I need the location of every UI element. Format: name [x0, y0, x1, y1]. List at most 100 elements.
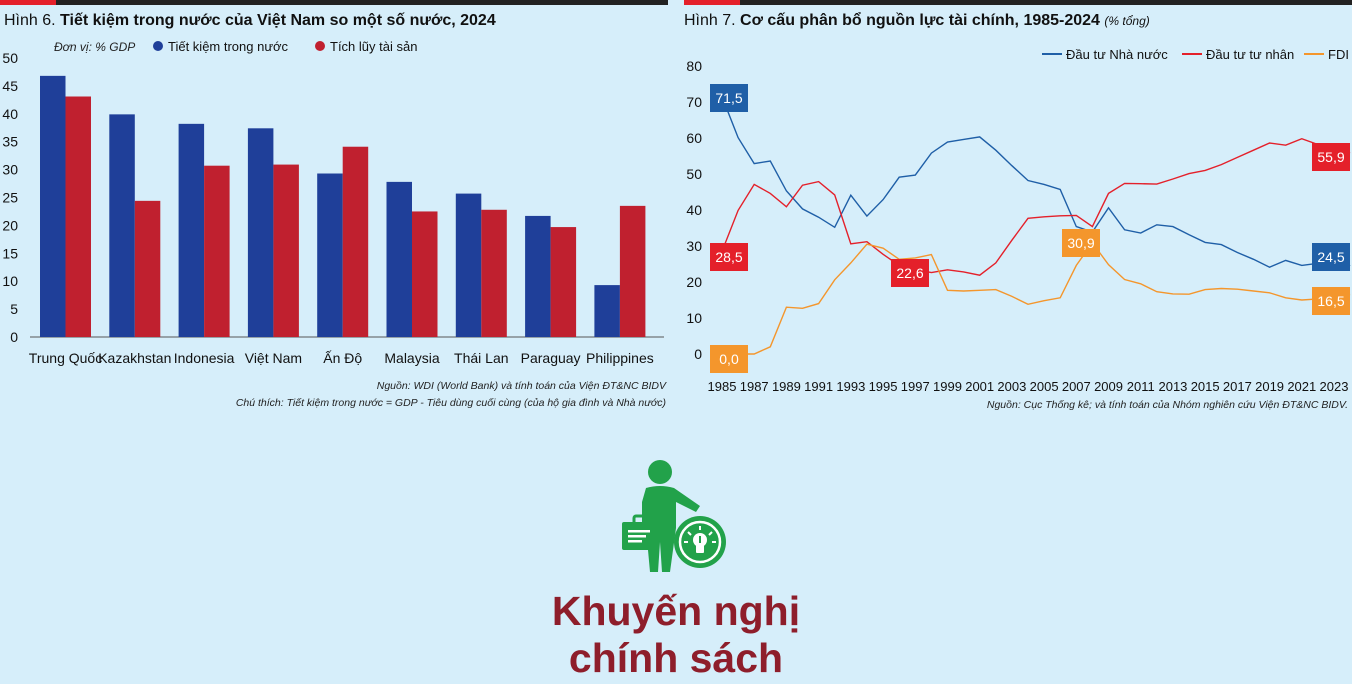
bar	[481, 209, 507, 337]
legend-label: Đầu tư tư nhân	[1206, 47, 1294, 62]
y-tick-label: 80	[686, 58, 702, 74]
chart7-title: Hình 7. Cơ cấu phân bổ nguồn lực tài chí…	[684, 12, 1150, 30]
y-tick-label: 30	[686, 238, 702, 254]
y-tick-label: 10	[2, 273, 18, 289]
value-label: 55,9	[1317, 149, 1344, 165]
heading-line-2: chính sách	[568, 635, 784, 681]
y-tick-label: 0	[10, 329, 18, 345]
x-tick-label: 2009	[1094, 379, 1123, 394]
x-tick-label: 2023	[1320, 379, 1349, 394]
unit-label: Đơn vị: % GDP	[54, 40, 135, 54]
legend-marker	[153, 41, 163, 51]
chart6-source: Nguồn: WDI (World Bank) và tính toán của…	[376, 380, 666, 392]
series-line	[721, 137, 1351, 276]
y-tick-label: 40	[686, 202, 702, 218]
y-tick-label: 20	[686, 274, 702, 290]
value-label: 30,9	[1067, 235, 1094, 251]
bar	[178, 123, 205, 338]
x-tick-label: 1999	[933, 379, 962, 394]
value-label: 0,0	[719, 351, 739, 367]
series-line	[721, 96, 1351, 268]
y-tick-label: 35	[2, 134, 18, 150]
y-tick-label: 0	[694, 346, 702, 362]
chart6-title: Hình 6. Tiết kiệm trong nước của Việt Na…	[4, 12, 496, 30]
series-line	[722, 241, 1351, 355]
businessman-idea-icon	[622, 460, 726, 572]
chart6-title-prefix: Hình 6.	[4, 12, 61, 29]
x-tick-label: Thái Lan	[454, 350, 508, 366]
top-bar-right	[684, 0, 1352, 5]
x-tick-label: 2017	[1223, 379, 1252, 394]
chart6-title-text: Tiết kiệm trong nước của Việt Nam so một…	[60, 12, 496, 29]
value-label-box	[891, 259, 929, 287]
value-label: 28,5	[715, 249, 742, 265]
x-tick-label: 2021	[1287, 379, 1316, 394]
x-tick-label: 1995	[869, 379, 898, 394]
bar	[412, 211, 438, 337]
y-tick-label: 5	[10, 301, 18, 317]
bar	[40, 75, 66, 337]
y-tick-label: 30	[2, 162, 18, 178]
x-tick-label: 2019	[1255, 379, 1284, 394]
bar	[525, 215, 551, 337]
bar	[317, 173, 343, 337]
x-tick-label: Kazakhstan	[98, 350, 171, 366]
x-tick-label: Malaysia	[384, 350, 439, 366]
chart7-title-text: Cơ cấu phân bổ nguồn lực tài chính, 1985…	[740, 12, 1100, 29]
value-label: 22,6	[896, 265, 923, 281]
x-tick-label: Việt Nam	[245, 350, 302, 366]
value-label-box	[1312, 243, 1350, 271]
bar	[109, 114, 135, 337]
chart7-line-chart: 0 10 20 30 40 50 60 70 80 1985 1987 1989 1991 1993 199…	[686, 47, 1351, 394]
y-tick-label: 50	[686, 166, 702, 182]
value-label-box	[1312, 143, 1350, 171]
bar	[204, 165, 230, 337]
x-tick-label: 1987	[740, 379, 769, 394]
bar	[386, 181, 412, 337]
legend-label: Đầu tư Nhà nước	[1066, 47, 1168, 62]
legend-marker	[315, 41, 325, 51]
y-tick-label: 25	[2, 190, 18, 206]
x-tick-label: 2003	[997, 379, 1026, 394]
chart6-bar-chart: 0 5 10 15 20 25 30 35 40 45 50 Trung QuốcKazakhstan…	[2, 39, 664, 366]
bar	[65, 96, 91, 337]
x-tick-label: 1997	[901, 379, 930, 394]
x-tick-label: 1993	[836, 379, 865, 394]
y-tick-label: 70	[686, 94, 702, 110]
x-tick-label: Indonesia	[174, 350, 235, 366]
x-tick-label: 1991	[804, 379, 833, 394]
bar	[134, 200, 161, 337]
y-tick-label: 45	[2, 78, 18, 94]
legend-label: FDI	[1328, 47, 1349, 62]
legend-label: Tiết kiệm trong nước	[168, 39, 289, 54]
x-tick-label: 1989	[772, 379, 801, 394]
x-tick-label: 2007	[1062, 379, 1091, 394]
x-tick-label: 2015	[1191, 379, 1220, 394]
top-bar-left	[0, 0, 668, 5]
bar	[247, 128, 274, 337]
y-tick-label: 15	[2, 245, 18, 261]
x-tick-label: 1985	[708, 379, 737, 394]
value-label: 24,5	[1317, 249, 1344, 265]
x-tick-label: Trung Quốc	[29, 350, 102, 366]
y-tick-label: 10	[686, 310, 702, 326]
chart7-title-prefix: Hình 7.	[684, 12, 741, 29]
value-label-box	[1312, 287, 1350, 315]
bar	[619, 205, 646, 337]
y-tick-label: 50	[2, 50, 18, 66]
value-label-box	[1062, 229, 1100, 257]
x-tick-label: 2001	[965, 379, 994, 394]
value-label-box	[710, 243, 748, 271]
chart7-subtitle: (% tổng)	[1104, 14, 1150, 28]
x-tick-label: 2011	[1127, 379, 1155, 394]
y-tick-label: 20	[2, 217, 18, 233]
x-tick-label: 2013	[1158, 379, 1187, 394]
chart7-source: Nguồn: Cục Thống kê; và tính toán của Nh…	[986, 399, 1348, 411]
y-tick-label: 40	[2, 106, 18, 122]
bar	[455, 193, 482, 337]
legend-label: Tích lũy tài sản	[330, 39, 417, 54]
heading-line-1: Khuyến nghị	[551, 588, 801, 634]
value-label: 71,5	[715, 90, 742, 106]
x-tick-label: Philippines	[586, 350, 654, 366]
bar	[594, 285, 620, 337]
